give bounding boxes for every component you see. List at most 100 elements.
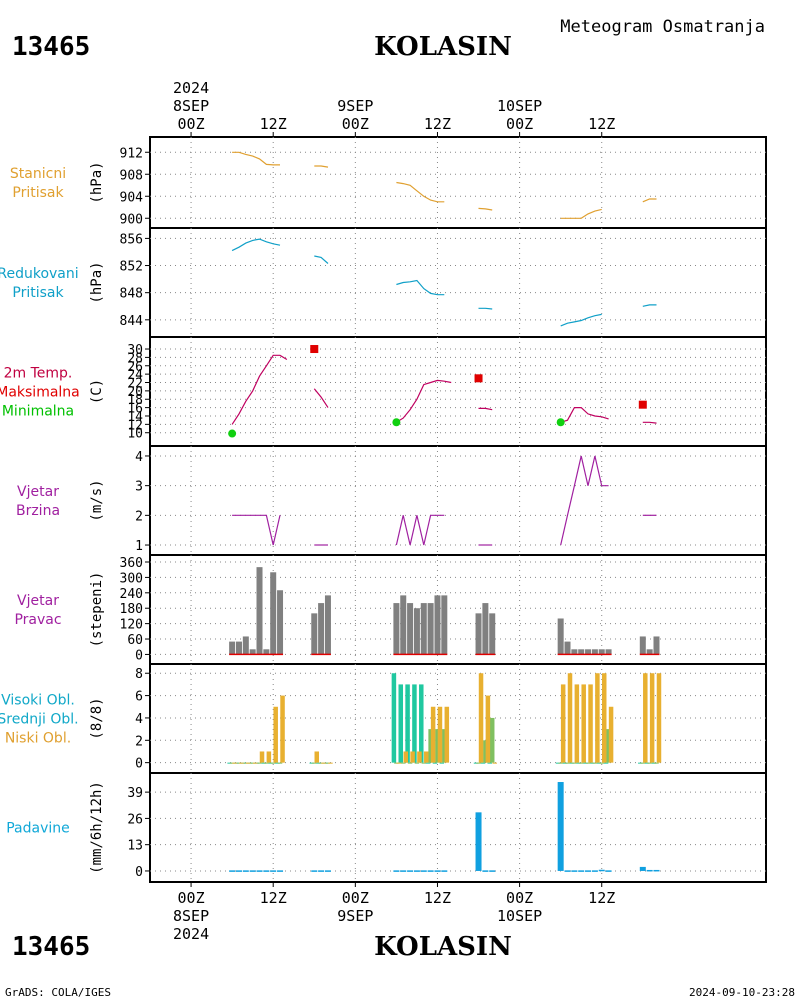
cloud-bar — [321, 762, 326, 764]
cloud-bar — [227, 762, 232, 764]
cloud-bar — [558, 762, 563, 764]
series-line-segment — [560, 208, 602, 219]
cloud-bar — [273, 706, 278, 763]
bar — [324, 870, 331, 872]
y-tick-label: 22 — [127, 377, 143, 392]
time-tick-label-bottom: 00Z — [506, 889, 533, 907]
bar — [249, 870, 256, 872]
cloud-bar — [430, 706, 436, 763]
bar — [263, 870, 270, 872]
cloud-bar — [569, 762, 575, 764]
y-tick-label: 30 — [127, 343, 143, 358]
cloud-bar — [391, 673, 397, 763]
panel-label: Niski Obl. — [5, 731, 71, 747]
y-tick-label: 39 — [127, 786, 143, 801]
cloud-bar — [243, 762, 249, 764]
bar — [263, 649, 270, 655]
series-line-segment — [642, 421, 657, 424]
panel-unit-label: (mm/6h/12h) — [89, 781, 105, 874]
bar — [578, 649, 585, 655]
y-tick-label: 180 — [120, 602, 143, 617]
series-line-segment — [560, 407, 609, 423]
cloud-bar — [407, 762, 413, 764]
bar — [598, 649, 605, 655]
cloud-bar — [485, 695, 491, 763]
cloud-bar — [581, 684, 586, 763]
cloud-bar — [437, 706, 443, 763]
cloud-bar — [444, 706, 450, 763]
cloud-bar — [316, 762, 321, 764]
bar — [591, 870, 598, 872]
panel-reduced-pressure: 844 848 852 856 (hPa) Redukovani Pritisak — [0, 227, 767, 338]
footer-left: GrADS: COLA/IGES — [5, 986, 111, 999]
y-tick-label: 26 — [127, 360, 143, 375]
bar — [256, 567, 263, 655]
cloud-bar — [261, 762, 267, 764]
bar — [639, 636, 646, 655]
cloud-bar — [583, 762, 588, 764]
time-tick-label-bottom: 12Z — [260, 889, 287, 907]
panel-label: Vjetar — [17, 593, 59, 609]
cloud-bar — [325, 762, 331, 764]
bar — [585, 870, 592, 872]
station-name-bottom: KOLASIN — [374, 932, 512, 962]
y-tick-label: 2 — [135, 509, 143, 524]
y-tick-label: 18 — [127, 393, 143, 408]
panel-unit-label: (hPa) — [89, 261, 105, 303]
y-tick-label: 848 — [120, 287, 143, 302]
bar — [229, 641, 236, 655]
cloud-bar — [439, 762, 445, 764]
series-line-segment — [232, 514, 281, 546]
bar — [400, 595, 407, 655]
panel-label: Pritisak — [12, 285, 64, 301]
y-tick-label: 4 — [135, 712, 143, 727]
bar — [324, 595, 331, 655]
bar — [564, 641, 571, 655]
series-line-segment — [396, 181, 445, 203]
series-line-segment — [395, 514, 445, 546]
cloud-bar — [487, 762, 492, 764]
cloud-bar — [572, 762, 577, 764]
cloud-bar — [259, 751, 265, 763]
bar — [639, 866, 646, 871]
cloud-bar — [280, 695, 285, 763]
cloud-bar — [421, 762, 427, 764]
cloud-bar — [268, 762, 273, 764]
cloud-bar — [328, 762, 333, 764]
bar — [653, 636, 660, 655]
time-tick-label-top: 00Z — [506, 115, 533, 133]
series-line-segment — [478, 407, 493, 411]
bar — [420, 870, 427, 872]
bar — [441, 870, 448, 872]
cloud-bar — [476, 762, 481, 764]
bar — [441, 595, 448, 655]
panel-label: Pravac — [14, 612, 61, 628]
cloud-bar — [400, 762, 406, 764]
station-id-top: 13465 — [12, 32, 90, 62]
panel-wind-speed: 1 2 3 4 (m/s) Vjetar Brzina — [16, 445, 767, 556]
footer-right: 2024-09-10-23:28 — [689, 986, 795, 999]
cloud-bar — [480, 762, 486, 764]
y-tick-label: 856 — [120, 232, 143, 247]
y-tick-label: 360 — [120, 556, 143, 571]
cloud-bar — [266, 751, 272, 763]
time-tick-label-bottom: 00Z — [342, 889, 369, 907]
series-line-segment — [642, 304, 657, 307]
series-line-segment — [478, 207, 493, 211]
cloud-bar — [403, 751, 408, 763]
bar — [557, 618, 564, 655]
cloud-bar — [590, 762, 595, 764]
series-line-segment — [396, 379, 452, 423]
max-temp-marker — [310, 345, 319, 354]
series-line-segment — [314, 165, 329, 168]
panel-label: Pritisak — [12, 185, 64, 201]
bar — [585, 649, 592, 655]
series-line-segment — [396, 279, 445, 296]
bar — [475, 613, 482, 655]
panel-label: Vjetar — [17, 484, 59, 500]
time-tick-label-bottom: 12Z — [424, 889, 451, 907]
cloud-bar — [428, 729, 433, 763]
station-id-bottom: 13465 — [12, 932, 90, 962]
cloud-bar — [643, 673, 648, 763]
